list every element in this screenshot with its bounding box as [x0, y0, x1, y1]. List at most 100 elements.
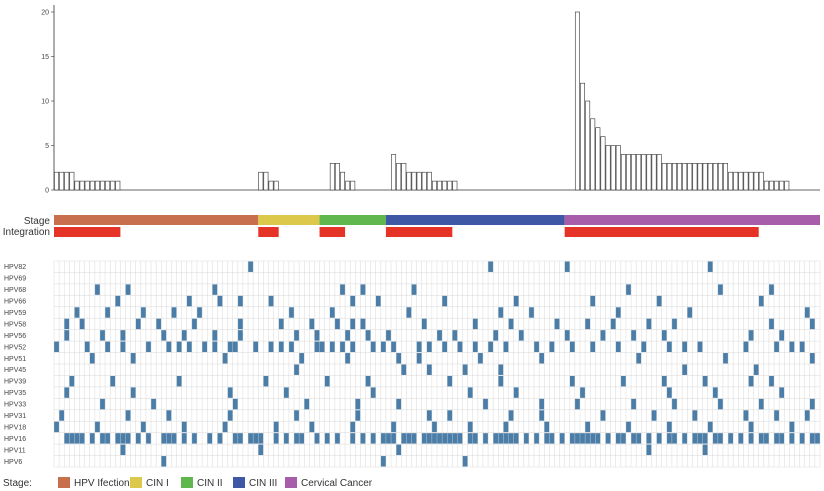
- hpv-positive-cell: [717, 398, 723, 410]
- hpv-positive-cell: [682, 364, 688, 375]
- hpv-positive-cell: [130, 353, 136, 364]
- hpv-positive-cell: [748, 330, 754, 341]
- hpv-positive-cell: [758, 433, 764, 444]
- hpv-type-label: HPV52: [4, 344, 26, 351]
- hpv-positive-cell: [120, 341, 126, 353]
- hpv-positive-cell: [329, 341, 335, 353]
- integration-track-label: Integration: [3, 227, 50, 238]
- hpv-positive-cell: [625, 284, 632, 295]
- hpv-positive-cell: [166, 341, 172, 353]
- hpv-positive-cell: [380, 341, 386, 353]
- hpv-positive-cell: [222, 421, 228, 433]
- sample-bar: [595, 127, 601, 191]
- hpv-positive-cell: [166, 433, 172, 444]
- hpv-positive-cell: [717, 284, 723, 295]
- legend-label: CIN II: [197, 478, 223, 489]
- hpv-positive-cell: [804, 410, 810, 421]
- hpv-positive-cell: [232, 398, 238, 410]
- sample-bar: [100, 180, 105, 191]
- hpv-positive-cell: [671, 398, 678, 410]
- hpv-positive-cell: [457, 433, 463, 444]
- hpv-type-label: HPV51: [4, 356, 26, 363]
- hpv-positive-cell: [748, 433, 754, 444]
- hpv-positive-cell: [181, 433, 187, 444]
- hpv-positive-cell: [442, 433, 448, 444]
- hpv-type-label: HPV16: [4, 436, 26, 443]
- hpv-positive-cell: [426, 410, 432, 421]
- hpv-positive-cell: [661, 375, 667, 387]
- hpv-positive-cell: [738, 433, 744, 444]
- hpv-positive-cell: [411, 433, 417, 444]
- hpv-positive-cell: [334, 318, 340, 330]
- sample-bar: [585, 100, 591, 191]
- hpv-positive-cell: [151, 398, 157, 410]
- hpv-positive-cell: [666, 341, 672, 353]
- hpv-positive-cell: [774, 341, 780, 353]
- hpv-positive-cell: [503, 433, 509, 444]
- hpv-type-label: HPV58: [4, 321, 26, 328]
- hpv-positive-cell: [447, 433, 453, 444]
- sample-bar: [784, 180, 790, 191]
- hpv-positive-cell: [615, 307, 621, 318]
- legend-swatch: [181, 477, 193, 488]
- sample-bar: [769, 180, 774, 191]
- hpv-positive-cell: [79, 433, 85, 444]
- hpv-positive-cell: [227, 410, 233, 421]
- hpv-positive-cell: [309, 318, 315, 330]
- hpv-positive-cell: [54, 421, 60, 433]
- hpv-positive-cell: [758, 398, 764, 410]
- hpv-positive-cell: [360, 284, 366, 295]
- hpv-positive-cell: [579, 387, 586, 398]
- hpv-type-label: HPV68: [4, 287, 26, 294]
- sample-bar: [620, 154, 626, 191]
- hpv-positive-cell: [702, 444, 708, 456]
- sample-bar: [733, 171, 739, 191]
- hpv-positive-cell: [396, 444, 402, 456]
- hpv-positive-cell: [636, 353, 642, 364]
- hpv-positive-cell: [799, 341, 805, 353]
- hpv-positive-cell: [105, 307, 111, 318]
- sample-bar: [105, 180, 111, 191]
- sample-bar: [345, 180, 351, 191]
- hpv-positive-cell: [590, 341, 596, 353]
- hpv-positive-cell: [360, 433, 366, 444]
- hpv-positive-cell: [631, 330, 637, 341]
- hpv-positive-cell: [294, 330, 300, 341]
- hpv-positive-cell: [105, 341, 111, 353]
- integration-segment: [258, 227, 279, 237]
- hpv-positive-cell: [809, 318, 815, 330]
- hpv-positive-cell: [528, 307, 535, 318]
- hpv-positive-cell: [574, 398, 580, 410]
- hpv-positive-cell: [396, 398, 402, 410]
- hpv-positive-cell: [314, 341, 320, 353]
- integration-segment: [564, 227, 759, 237]
- hpv-positive-cell: [513, 295, 519, 307]
- hpv-positive-cell: [237, 295, 243, 307]
- hpv-positive-cell: [268, 341, 274, 353]
- hpv-positive-cell: [125, 410, 131, 421]
- hpv-positive-cell: [513, 433, 519, 444]
- hpv-positive-cell: [375, 295, 381, 307]
- hpv-positive-cell: [115, 433, 121, 444]
- hpv-positive-cell: [64, 318, 70, 330]
- hpv-positive-cell: [534, 341, 540, 353]
- hpv-positive-cell: [508, 318, 514, 330]
- hpv-positive-cell: [391, 421, 397, 433]
- hpv-positive-cell: [391, 433, 397, 444]
- hpv-positive-cell: [523, 433, 529, 444]
- sample-bar: [442, 180, 448, 191]
- hpv-positive-cell: [666, 387, 672, 398]
- hpv-positive-cell: [258, 444, 264, 456]
- sample-bar: [74, 180, 80, 191]
- hpv-positive-cell: [477, 353, 483, 364]
- hpv-positive-cell: [120, 330, 126, 341]
- hpv-positive-cell: [278, 341, 284, 353]
- hpv-positive-cell: [94, 421, 100, 433]
- hpv-positive-cell: [304, 398, 310, 410]
- hpv-positive-cell: [181, 421, 187, 433]
- hpv-positive-cell: [370, 341, 376, 353]
- legend-swatch: [130, 477, 142, 488]
- sample-bar: [64, 171, 70, 191]
- hpv-positive-cell: [125, 433, 131, 444]
- hpv-positive-cell: [620, 433, 626, 444]
